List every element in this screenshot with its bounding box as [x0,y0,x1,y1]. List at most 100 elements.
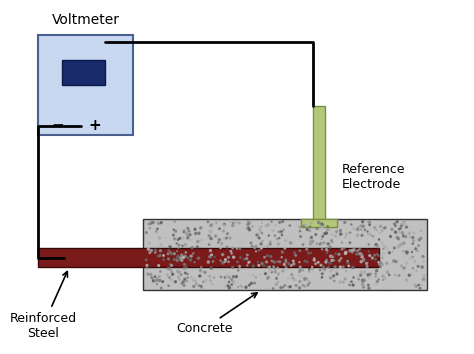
Point [156,278,164,283]
Point [246,259,253,265]
Point [322,230,330,236]
Point [357,259,365,264]
Point [268,219,275,224]
Point [306,228,314,233]
Point [301,258,309,264]
Point [319,269,327,275]
Point [204,219,212,225]
Point [174,237,182,242]
Point [182,253,189,259]
Point [159,279,166,285]
Point [151,274,159,280]
Point [325,264,332,270]
Point [349,282,357,288]
Point [178,252,185,258]
Point [173,255,181,260]
Point [236,246,244,252]
Point [365,241,373,247]
Point [319,271,326,276]
Point [410,238,418,244]
Point [256,272,264,277]
Point [359,270,367,276]
Point [397,225,405,231]
Point [161,235,169,240]
Text: Reference
Electrode: Reference Electrode [341,163,405,191]
Point [330,278,338,284]
Point [326,260,334,266]
Point [354,248,362,253]
Point [201,269,209,275]
Point [361,233,368,239]
Point [305,280,313,286]
Point [299,267,307,273]
Point [216,237,223,242]
Point [399,230,406,236]
Point [176,255,183,260]
Point [222,258,229,264]
Point [395,273,403,278]
Point [419,276,427,282]
Point [264,253,271,258]
Point [316,241,324,247]
Point [348,279,356,285]
Point [172,229,180,235]
Point [220,223,228,228]
Point [375,261,383,267]
Point [409,241,417,246]
Point [379,273,386,279]
Point [349,226,357,232]
Point [236,263,243,269]
Point [224,231,231,236]
Point [419,264,426,270]
Point [363,261,371,266]
Point [420,273,428,278]
Point [409,254,417,260]
Point [345,263,353,269]
Point [182,230,190,236]
Point [255,247,263,253]
Point [281,262,288,267]
Point [176,276,183,282]
Point [419,254,427,259]
Point [321,231,328,236]
Point [405,272,413,278]
Point [184,275,191,280]
Point [228,286,236,291]
Point [402,249,410,255]
Point [265,233,273,238]
Point [195,255,202,261]
Point [173,249,181,254]
Point [165,244,173,249]
Point [337,256,345,261]
Point [248,243,256,249]
Point [148,275,155,281]
Point [399,222,406,227]
Point [282,259,290,264]
Point [246,220,254,225]
Point [385,250,393,256]
Point [392,272,399,278]
Point [167,267,175,272]
Point [181,276,189,282]
Point [156,253,164,258]
Point [299,242,307,247]
Point [359,232,367,238]
Point [249,224,256,229]
Point [309,267,316,273]
Point [179,255,186,261]
Point [351,248,358,253]
Point [342,250,350,255]
Point [279,249,286,255]
Point [174,253,182,259]
Point [153,219,161,225]
Point [167,250,174,256]
Point [155,263,163,268]
Point [262,244,269,250]
Point [368,255,376,261]
Point [303,246,310,252]
Text: Voltmeter: Voltmeter [52,12,120,27]
Point [279,285,287,290]
Point [332,251,339,257]
Point [243,256,250,262]
Point [342,234,349,240]
